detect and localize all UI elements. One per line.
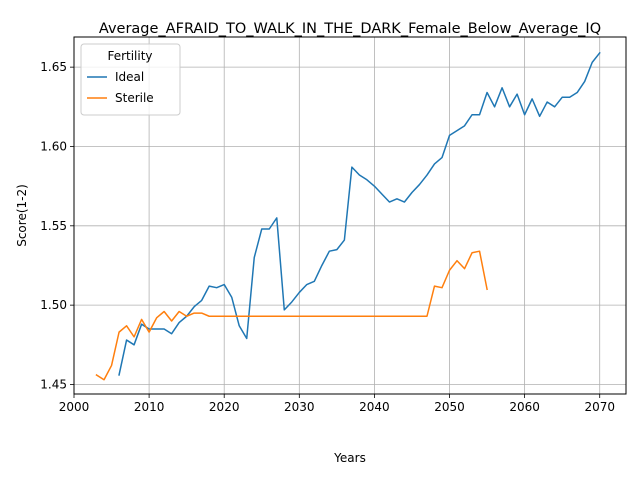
- y-tick-label: 1.65: [40, 60, 67, 74]
- legend-label-sterile: Sterile: [115, 91, 154, 105]
- y-tick-label: 1.50: [40, 298, 67, 312]
- series-line-ideal: [118, 51, 601, 376]
- y-tick-label: 1.60: [40, 139, 67, 153]
- series-lines: [95, 51, 601, 381]
- y-tick-label: 1.45: [40, 377, 67, 391]
- grid-lines: [73, 37, 626, 394]
- legend-label-ideal: Ideal: [115, 70, 144, 84]
- x-tick-label: 2070: [584, 400, 615, 414]
- y-axis-label: Score(1-2): [15, 184, 29, 247]
- x-tick-label: 2010: [134, 400, 165, 414]
- x-tick-label: 2040: [359, 400, 390, 414]
- legend: Fertility Ideal Sterile: [80, 43, 181, 116]
- axis-ticks: 2000 2010 2020 2030 2040 2050 2060 2070 1.45 1.50…: [40, 60, 615, 414]
- chart-title: Average_AFRAID_TO_WALK_IN_THE_DARK_Femal…: [99, 21, 601, 37]
- legend-title: Fertility: [107, 49, 152, 63]
- x-tick-label: 2030: [284, 400, 315, 414]
- x-tick-label: 2000: [59, 400, 90, 414]
- plot-frame: [73, 36, 627, 395]
- y-tick-label: 1.55: [40, 219, 67, 233]
- x-axis-label: Years: [333, 451, 366, 465]
- x-tick-label: 2020: [209, 400, 240, 414]
- x-tick-label: 2050: [434, 400, 465, 414]
- x-tick-label: 2060: [509, 400, 540, 414]
- series-line-sterile: [95, 250, 488, 381]
